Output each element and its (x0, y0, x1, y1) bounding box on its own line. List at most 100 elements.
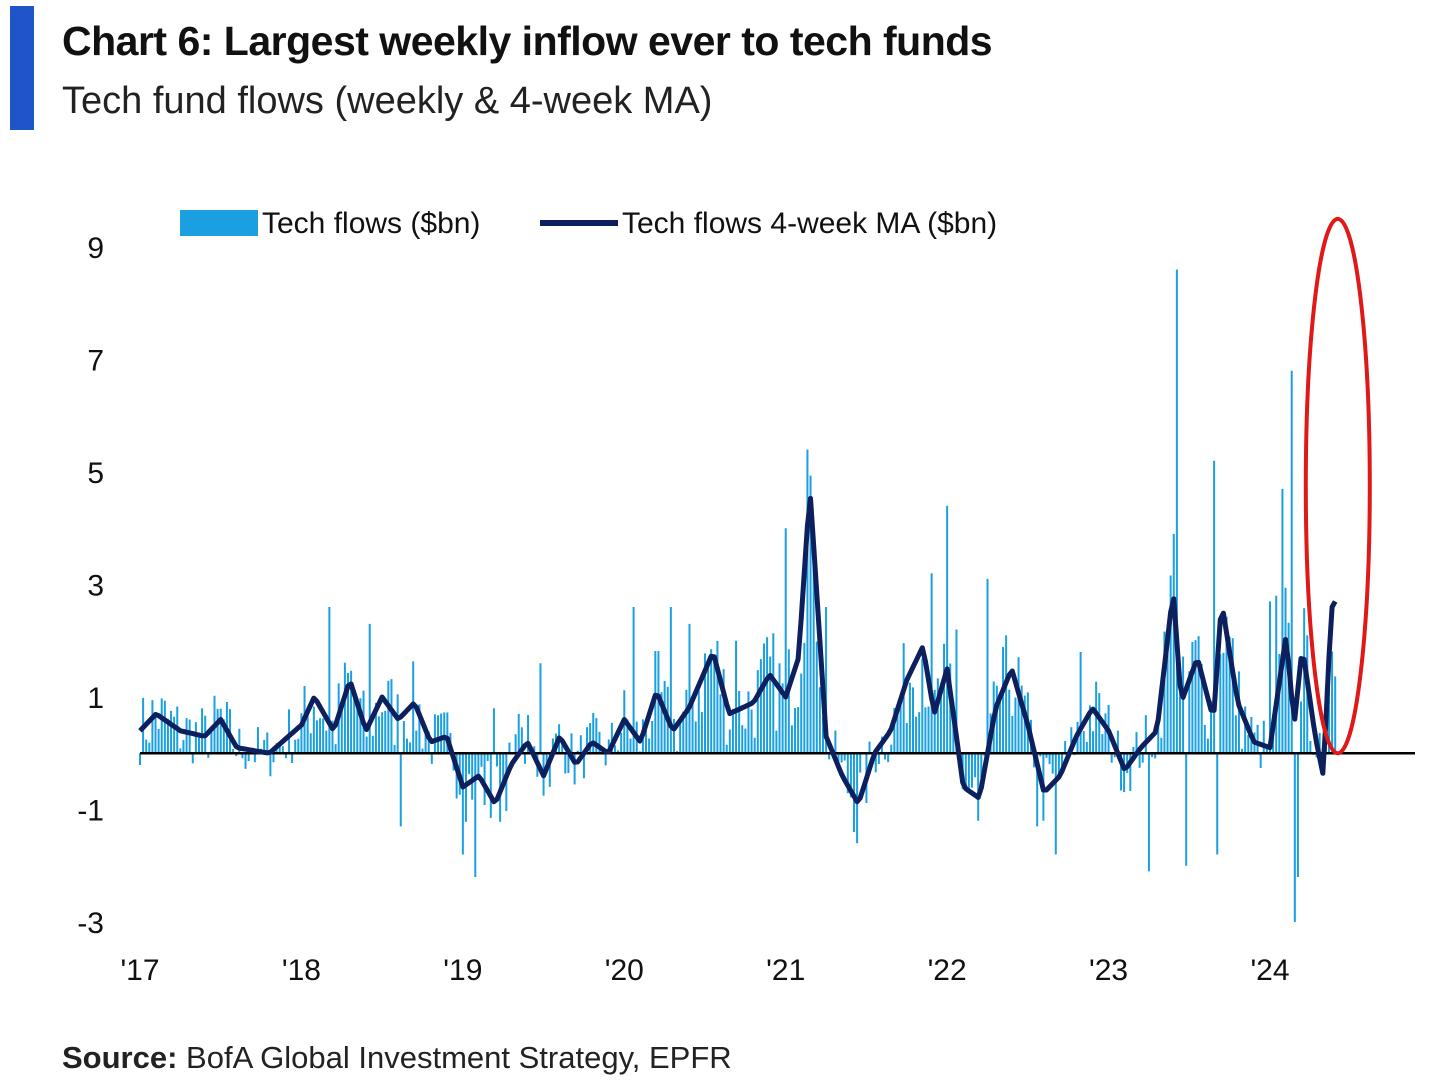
flow-bar (1088, 705, 1091, 754)
flow-bar (1070, 727, 1073, 754)
flow-bar (1151, 753, 1154, 758)
flow-bar (784, 528, 787, 754)
flow-bar (688, 623, 691, 754)
flow-bar (309, 733, 312, 754)
flow-bar (806, 449, 809, 754)
flow-bar (1045, 753, 1048, 758)
flow-bar (697, 690, 700, 754)
flow-bar (1265, 746, 1268, 754)
flow-bar (896, 704, 899, 754)
flow-bar (1228, 636, 1231, 754)
flow-bar (496, 753, 499, 767)
source-text: BofA Global Investment Strategy, EPFR (186, 1040, 732, 1075)
flow-bar (1110, 753, 1113, 763)
flow-bar (704, 653, 706, 754)
flow-bar (1318, 732, 1321, 754)
flow-bar (312, 706, 315, 754)
flow-bar (405, 738, 408, 754)
flow-bar (328, 607, 331, 754)
flow-bar (1085, 741, 1088, 754)
flow-bar (995, 685, 998, 754)
flow-bar (1182, 656, 1185, 754)
flow-bar (694, 721, 697, 754)
flow-bar (284, 753, 287, 759)
flow-bar (753, 737, 756, 754)
flow-bar (679, 720, 682, 754)
x-tick-label: '18 (282, 954, 321, 987)
flow-bar (1296, 753, 1299, 877)
flow-bar (1197, 636, 1200, 754)
tech-flows-chart: Tech flows ($bn) Tech flows 4-week MA ($… (77, 207, 1415, 987)
flow-bar (219, 708, 222, 754)
flow-bar (433, 714, 436, 754)
flow-bar (927, 706, 930, 754)
flow-bar (1175, 269, 1178, 754)
x-tick-label: '21 (766, 954, 805, 987)
flow-bar (598, 731, 601, 754)
flow-bar (1200, 664, 1203, 754)
flow-bar (610, 722, 613, 754)
flow-bar (825, 607, 828, 754)
flow-bar (1023, 695, 1026, 754)
flow-bar (843, 753, 846, 761)
flow-bar (182, 740, 185, 754)
flow-bar (1290, 370, 1293, 754)
flow-bar (1309, 740, 1312, 754)
flow-bar (322, 718, 325, 754)
flow-bar (564, 753, 567, 774)
flow-bar (1237, 671, 1240, 754)
x-tick-label: '17 (120, 954, 159, 987)
flow-bar (1147, 753, 1150, 872)
flow-bar (1213, 460, 1216, 754)
legend: Tech flows ($bn) Tech flows 4-week MA ($… (180, 207, 997, 240)
flow-bar (713, 655, 716, 754)
flow-bar (331, 720, 334, 754)
flow-bar (617, 750, 620, 754)
flow-bar (297, 738, 300, 754)
flow-bar (319, 718, 322, 754)
flow-bar (359, 698, 362, 754)
flow-bar (1281, 488, 1284, 754)
flow-bar (918, 712, 921, 754)
legend-line-label: Tech flows 4-week MA ($bn) (622, 207, 997, 240)
flow-bar (586, 727, 589, 754)
flow-bar (371, 735, 374, 754)
flow-bar (769, 656, 772, 754)
flow-bar (539, 663, 542, 754)
x-axis: '17 '18 '19 '20 '21 '22 '23 '24 (120, 954, 1289, 987)
flow-bar (188, 719, 191, 754)
flow-bar (648, 738, 651, 754)
flow-bar (390, 679, 393, 754)
flow-bar (378, 716, 381, 754)
flow-bar (430, 753, 433, 764)
flow-bar (1017, 657, 1020, 754)
flow-bar (741, 725, 744, 754)
flow-bar (346, 672, 349, 754)
flow-bar (756, 670, 759, 754)
flow-bar (272, 753, 275, 763)
flow-bar (288, 709, 291, 754)
y-tick-label: 3 (87, 570, 104, 603)
flow-bar (179, 748, 182, 754)
flow-bar (815, 641, 818, 754)
flow-bar (651, 720, 654, 754)
flow-bar (474, 753, 477, 877)
flow-bar (766, 637, 769, 754)
flow-bar (1061, 753, 1064, 775)
flow-bar (803, 642, 806, 754)
flow-bar (381, 712, 384, 754)
flow-bar (480, 753, 483, 767)
flow-bar (787, 649, 790, 754)
flow-bar (387, 680, 390, 754)
flow-bar (256, 727, 259, 754)
flow-bar (908, 682, 911, 754)
flow-bar (939, 696, 942, 754)
flow-bar (1020, 685, 1023, 754)
flow-bar (834, 730, 837, 754)
flow-bar (1241, 748, 1244, 754)
source-label: Source: (62, 1040, 178, 1075)
flow-bar (1216, 753, 1219, 855)
flow-bar (846, 753, 849, 794)
flow-bar (502, 753, 505, 785)
flow-bar (629, 738, 632, 754)
